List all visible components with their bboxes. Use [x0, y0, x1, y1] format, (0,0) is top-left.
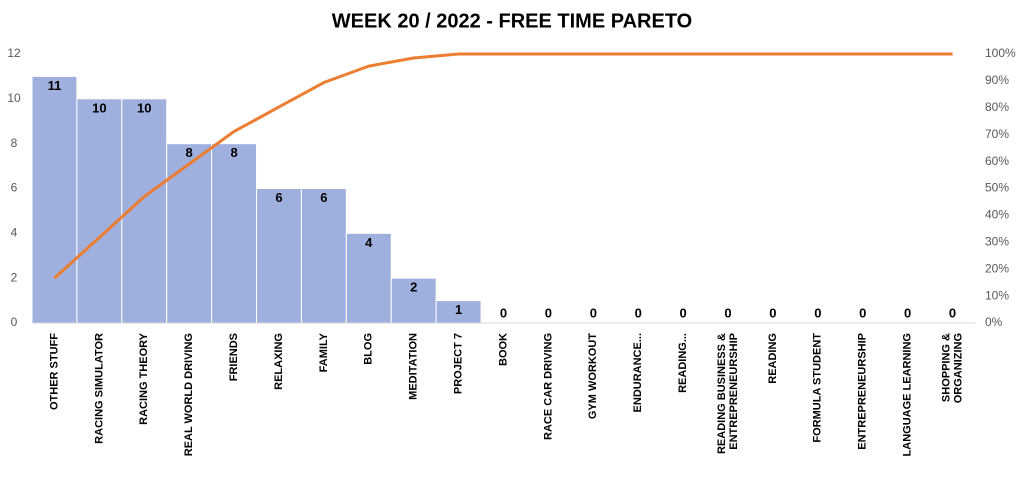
- data-label: 0: [545, 305, 552, 320]
- data-label: 8: [186, 145, 193, 160]
- data-label: 2: [410, 280, 417, 295]
- data-label: 0: [904, 305, 911, 320]
- x-tick-label: BOOK: [497, 333, 509, 366]
- x-tick-label: READING...: [677, 333, 689, 393]
- bar: [76, 98, 123, 324]
- data-label: 10: [92, 100, 106, 115]
- y2-tick-label: 40%: [985, 208, 1009, 222]
- x-tick-label: SHOPPING &ORGANIZING: [940, 333, 964, 403]
- x-tick-label: GYM WORKOUT: [587, 333, 599, 419]
- y2-tick-label: 60%: [985, 154, 1009, 168]
- bar: [211, 143, 258, 324]
- data-label: 0: [724, 305, 731, 320]
- bar: [256, 188, 302, 324]
- y-tick-label: 4: [11, 226, 18, 240]
- x-tick-label: READING: [767, 333, 779, 384]
- data-label: 1: [455, 302, 462, 317]
- y2-tick-label: 20%: [985, 261, 1009, 275]
- data-label: 0: [949, 305, 956, 320]
- x-tick-label: ENTREPRENEURSHIP: [857, 333, 869, 450]
- y-tick-label: 0: [11, 315, 18, 329]
- data-label: 0: [859, 305, 866, 320]
- y2-tick-label: 0%: [985, 315, 1003, 329]
- chart-title: WEEK 20 / 2022 - FREE TIME PARETO: [332, 10, 692, 32]
- data-label: 10: [137, 100, 151, 115]
- bar: [31, 75, 78, 324]
- bar: [300, 188, 347, 324]
- x-tick-label: RACE CAR DRIVING: [542, 333, 554, 440]
- bar: [345, 232, 392, 324]
- data-label: 0: [680, 305, 687, 320]
- x-tick-label: RACING SIMULATOR: [93, 333, 105, 444]
- y-tick-label: 6: [11, 181, 18, 195]
- data-label: 0: [500, 305, 507, 320]
- data-label: 0: [635, 305, 642, 320]
- x-tick-label: LANGUAGE LEARNING: [902, 333, 914, 456]
- x-tick-label: RELAXING: [273, 333, 285, 390]
- data-label: 0: [769, 305, 776, 320]
- x-tick-label: FORMULA STUDENT: [812, 333, 824, 443]
- data-label: 6: [275, 190, 282, 205]
- x-tick-label: RACING THEORY: [138, 332, 150, 425]
- bar: [166, 143, 213, 324]
- y2-tick-label: 100%: [985, 46, 1016, 60]
- x-tick-label: MEDITATION: [408, 333, 420, 400]
- y2-tick-label: 80%: [985, 100, 1009, 114]
- x-tick-label: READING BUSINESS &ENTREPRENEURSHIP: [716, 333, 740, 454]
- y2-tick-label: 10%: [985, 288, 1009, 302]
- data-label: 8: [230, 145, 237, 160]
- x-tick-label: BLOG: [363, 333, 375, 365]
- cumulative-line: [53, 52, 953, 280]
- data-label: 4: [365, 235, 373, 250]
- x-tick-label: PROJECT 7: [453, 333, 465, 394]
- y2-tick-label: 70%: [985, 127, 1009, 141]
- x-tick-label: ENDURANCE...: [632, 333, 644, 412]
- y2-tick-label: 30%: [985, 234, 1009, 248]
- y2-tick-label: 50%: [985, 181, 1009, 195]
- data-label: 6: [320, 190, 327, 205]
- data-label: 11: [48, 78, 62, 93]
- x-tick-label: FAMILY: [318, 332, 330, 372]
- x-tick-label: FRIENDS: [228, 333, 240, 381]
- y-tick-label: 10: [7, 91, 21, 105]
- y-tick-label: 2: [11, 270, 18, 284]
- y-tick-label: 8: [11, 136, 18, 150]
- data-label: 0: [590, 305, 597, 320]
- y-tick-label: 12: [7, 46, 21, 60]
- data-label: 0: [814, 305, 821, 320]
- y2-tick-label: 90%: [985, 73, 1009, 87]
- x-tick-label: REAL WORLD DRIVING: [183, 333, 195, 456]
- x-tick-label: OTHER STUFF: [48, 333, 60, 410]
